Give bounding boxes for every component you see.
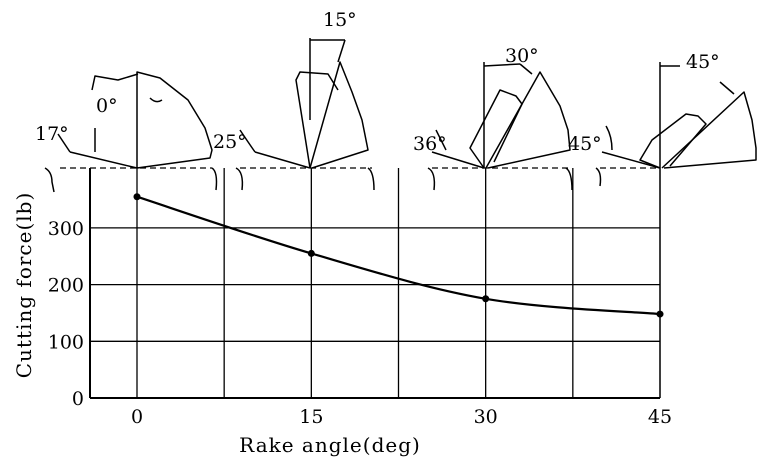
x-axis-ticks: 0 15 30 45	[131, 406, 672, 428]
y-tick-label: 200	[48, 275, 84, 297]
rake-angle-label-1: 0°	[96, 95, 118, 117]
tool-illustration-rake-15: 15° 25°	[213, 9, 375, 191]
chart-grid	[89, 168, 661, 399]
data-point	[656, 310, 664, 318]
y-tick-label: 100	[48, 331, 84, 353]
y-axis-label: Cutting force(lb)	[12, 192, 36, 379]
y-tick-label: 300	[48, 218, 84, 240]
shear-angle-label-1: 17°	[35, 123, 69, 145]
data-point	[133, 193, 141, 201]
data-point	[307, 249, 315, 257]
chart-series	[133, 193, 664, 318]
tool-illustration-rake-45: 45° 45°	[568, 51, 757, 187]
tool-illustrations: 17° 0° 15° 25°	[35, 9, 757, 193]
x-tick-label: 30	[474, 406, 498, 428]
y-axis-ticks: 0 100 200 300	[48, 218, 84, 410]
data-point	[482, 295, 490, 303]
x-tick-label: 0	[131, 406, 143, 428]
x-tick-label: 45	[648, 406, 672, 428]
series-line	[136, 195, 661, 316]
shear-angle-label-3: 36°	[413, 133, 447, 155]
tool-illustration-rake-0: 17° 0°	[35, 71, 218, 193]
rake-angle-label-3: 30°	[505, 45, 539, 67]
x-axis-label: Rake angle(deg)	[239, 433, 421, 457]
rake-angle-label-2: 15°	[323, 9, 357, 31]
x-tick-label: 15	[299, 406, 323, 428]
y-tick-label: 0	[72, 388, 84, 410]
shear-angle-label-4: 45°	[568, 133, 602, 155]
shear-angle-label-2: 25°	[213, 131, 247, 153]
rake-angle-label-4: 45°	[686, 51, 720, 73]
tool-illustration-rake-30: 30° 36°	[413, 45, 573, 191]
